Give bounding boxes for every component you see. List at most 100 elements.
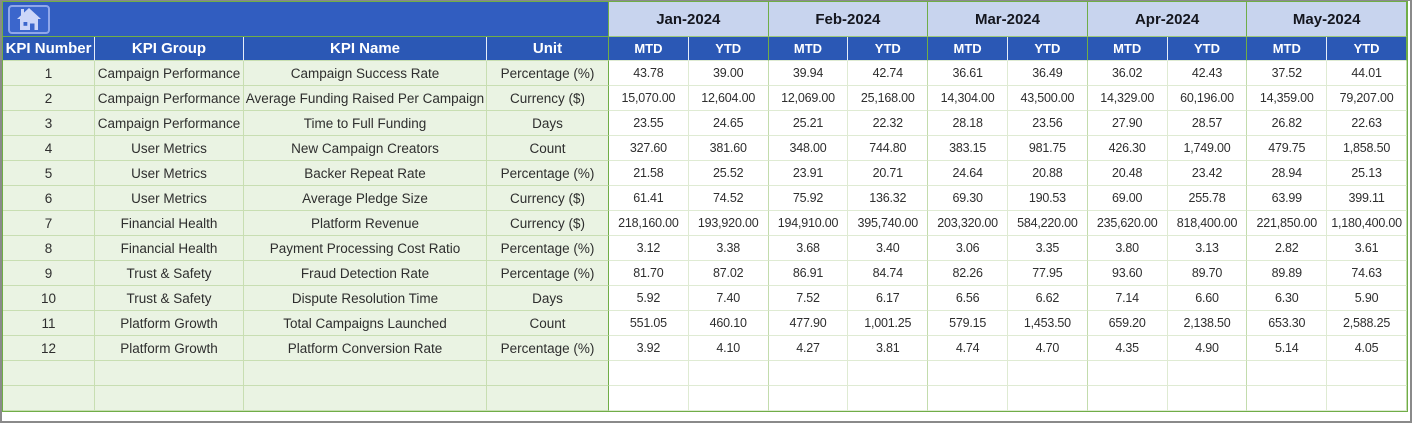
cell-value[interactable]: 2,138.50 bbox=[1167, 311, 1248, 336]
empty-cell[interactable] bbox=[928, 386, 1008, 411]
cell-kpi-group[interactable]: Campaign Performance bbox=[95, 61, 244, 86]
cell-value[interactable]: 399.11 bbox=[1327, 186, 1407, 211]
cell-value[interactable]: 14,329.00 bbox=[1087, 86, 1168, 111]
cell-value[interactable]: 22.63 bbox=[1327, 111, 1407, 136]
empty-cell[interactable] bbox=[3, 386, 95, 411]
cell-value[interactable]: 23.91 bbox=[768, 161, 849, 186]
subheader-mtd[interactable]: MTD bbox=[609, 37, 689, 61]
cell-value[interactable]: 579.15 bbox=[928, 311, 1008, 336]
cell-kpi-number[interactable]: 8 bbox=[3, 236, 95, 261]
cell-value[interactable]: 28.94 bbox=[1247, 161, 1328, 186]
subheader-ytd[interactable]: YTD bbox=[688, 37, 769, 61]
month-header-feb[interactable]: Feb-2024 bbox=[768, 2, 929, 37]
subheader-mtd[interactable]: MTD bbox=[928, 37, 1008, 61]
cell-value[interactable]: 3.06 bbox=[928, 236, 1008, 261]
cell-value[interactable]: 42.74 bbox=[848, 61, 929, 86]
cell-value[interactable]: 221,850.00 bbox=[1247, 211, 1328, 236]
cell-kpi-group[interactable]: Campaign Performance bbox=[95, 86, 244, 111]
subheader-ytd[interactable]: YTD bbox=[1167, 37, 1248, 61]
cell-value[interactable]: 20.48 bbox=[1087, 161, 1168, 186]
cell-value[interactable]: 39.00 bbox=[688, 61, 769, 86]
cell-value[interactable]: 6.17 bbox=[848, 286, 929, 311]
cell-value[interactable]: 477.90 bbox=[768, 311, 849, 336]
cell-value[interactable]: 1,453.50 bbox=[1007, 311, 1088, 336]
empty-cell[interactable] bbox=[1167, 361, 1248, 386]
cell-value[interactable]: 86.91 bbox=[768, 261, 849, 286]
cell-unit[interactable]: Percentage (%) bbox=[487, 161, 609, 186]
cell-value[interactable]: 2,588.25 bbox=[1327, 311, 1407, 336]
empty-cell[interactable] bbox=[768, 386, 849, 411]
subheader-mtd[interactable]: MTD bbox=[1247, 37, 1328, 61]
cell-value[interactable]: 2.82 bbox=[1247, 236, 1328, 261]
cell-value[interactable]: 87.02 bbox=[688, 261, 769, 286]
cell-value[interactable]: 89.89 bbox=[1247, 261, 1328, 286]
cell-value[interactable]: 63.99 bbox=[1247, 186, 1328, 211]
cell-unit[interactable]: Currency ($) bbox=[487, 186, 609, 211]
cell-value[interactable]: 23.42 bbox=[1167, 161, 1248, 186]
cell-value[interactable]: 3.13 bbox=[1167, 236, 1248, 261]
cell-unit[interactable]: Count bbox=[487, 136, 609, 161]
cell-kpi-name[interactable]: Total Campaigns Launched bbox=[244, 311, 487, 336]
column-header-kpi-group[interactable]: KPI Group bbox=[95, 37, 244, 61]
cell-value[interactable]: 25.21 bbox=[768, 111, 849, 136]
empty-cell[interactable] bbox=[1247, 386, 1328, 411]
cell-value[interactable]: 24.64 bbox=[928, 161, 1008, 186]
empty-cell[interactable] bbox=[1327, 386, 1407, 411]
cell-value[interactable]: 3.61 bbox=[1327, 236, 1407, 261]
cell-value[interactable]: 7.52 bbox=[768, 286, 849, 311]
empty-cell[interactable] bbox=[1327, 361, 1407, 386]
cell-value[interactable]: 235,620.00 bbox=[1087, 211, 1168, 236]
empty-cell[interactable] bbox=[928, 361, 1008, 386]
cell-kpi-group[interactable]: Platform Growth bbox=[95, 311, 244, 336]
cell-value[interactable]: 190.53 bbox=[1007, 186, 1088, 211]
empty-cell[interactable] bbox=[688, 386, 769, 411]
cell-kpi-number[interactable]: 2 bbox=[3, 86, 95, 111]
cell-value[interactable]: 6.30 bbox=[1247, 286, 1328, 311]
cell-value[interactable]: 1,858.50 bbox=[1327, 136, 1407, 161]
cell-kpi-group[interactable]: Platform Growth bbox=[95, 336, 244, 361]
cell-kpi-group[interactable]: Trust & Safety bbox=[95, 286, 244, 311]
empty-cell[interactable] bbox=[1007, 386, 1088, 411]
cell-unit[interactable]: Percentage (%) bbox=[487, 336, 609, 361]
subheader-mtd[interactable]: MTD bbox=[1087, 37, 1168, 61]
cell-value[interactable]: 69.00 bbox=[1087, 186, 1168, 211]
cell-value[interactable]: 1,001.25 bbox=[848, 311, 929, 336]
cell-value[interactable]: 203,320.00 bbox=[928, 211, 1008, 236]
cell-unit[interactable]: Days bbox=[487, 111, 609, 136]
cell-value[interactable]: 3.80 bbox=[1087, 236, 1168, 261]
cell-value[interactable]: 479.75 bbox=[1247, 136, 1328, 161]
cell-value[interactable]: 327.60 bbox=[609, 136, 689, 161]
cell-value[interactable]: 12,604.00 bbox=[688, 86, 769, 111]
cell-value[interactable]: 818,400.00 bbox=[1167, 211, 1248, 236]
cell-value[interactable]: 460.10 bbox=[688, 311, 769, 336]
cell-value[interactable]: 82.26 bbox=[928, 261, 1008, 286]
cell-kpi-group[interactable]: User Metrics bbox=[95, 161, 244, 186]
cell-value[interactable]: 89.70 bbox=[1167, 261, 1248, 286]
cell-value[interactable]: 4.90 bbox=[1167, 336, 1248, 361]
cell-value[interactable]: 193,920.00 bbox=[688, 211, 769, 236]
cell-value[interactable]: 43.78 bbox=[609, 61, 689, 86]
cell-kpi-name[interactable]: Average Pledge Size bbox=[244, 186, 487, 211]
empty-cell[interactable] bbox=[848, 361, 929, 386]
cell-value[interactable]: 3.38 bbox=[688, 236, 769, 261]
cell-value[interactable]: 5.14 bbox=[1247, 336, 1328, 361]
cell-value[interactable]: 7.40 bbox=[688, 286, 769, 311]
cell-value[interactable]: 194,910.00 bbox=[768, 211, 849, 236]
cell-kpi-group[interactable]: Campaign Performance bbox=[95, 111, 244, 136]
cell-value[interactable]: 3.12 bbox=[609, 236, 689, 261]
empty-cell[interactable] bbox=[1087, 361, 1168, 386]
cell-kpi-name[interactable]: Average Funding Raised Per Campaign bbox=[244, 86, 487, 111]
cell-unit[interactable]: Percentage (%) bbox=[487, 261, 609, 286]
empty-cell[interactable] bbox=[244, 361, 487, 386]
cell-value[interactable]: 14,359.00 bbox=[1247, 86, 1328, 111]
subheader-ytd[interactable]: YTD bbox=[1327, 37, 1407, 61]
cell-value[interactable]: 426.30 bbox=[1087, 136, 1168, 161]
cell-value[interactable]: 24.65 bbox=[688, 111, 769, 136]
cell-value[interactable]: 6.62 bbox=[1007, 286, 1088, 311]
empty-cell[interactable] bbox=[768, 361, 849, 386]
cell-value[interactable]: 28.57 bbox=[1167, 111, 1248, 136]
cell-value[interactable]: 659.20 bbox=[1087, 311, 1168, 336]
cell-value[interactable]: 255.78 bbox=[1167, 186, 1248, 211]
month-header-may[interactable]: May-2024 bbox=[1247, 2, 1407, 37]
cell-value[interactable]: 79,207.00 bbox=[1327, 86, 1407, 111]
